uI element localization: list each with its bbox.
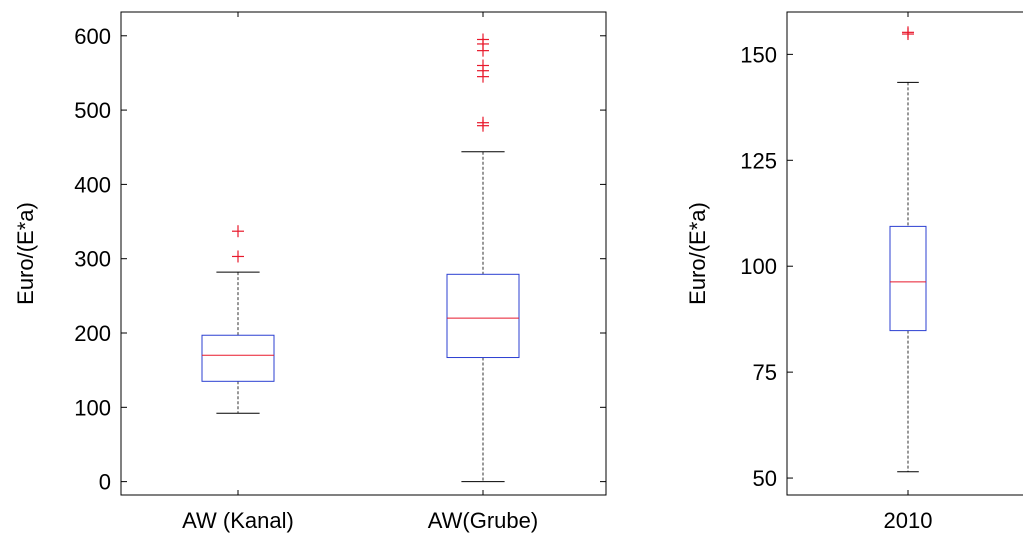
iqr-box [446, 273, 520, 359]
outlier-marker [477, 70, 489, 83]
y-tick-label: 0 [99, 470, 111, 495]
box-0 [201, 225, 275, 414]
y-tick-label: 300 [74, 247, 111, 272]
outlier-marker [902, 28, 914, 41]
boxes-left [201, 33, 520, 483]
box-1 [446, 33, 520, 483]
boxes-right [889, 26, 927, 473]
y-tick-label: 600 [74, 24, 111, 49]
boxplot-panel-right: 50 75 100 125 150 2010 Euro/(E*a) [685, 11, 1023, 533]
y-tick-label: 100 [74, 395, 111, 420]
y-tick-label: 100 [740, 254, 777, 279]
x-tick-label: 2010 [884, 508, 933, 533]
plot-area-right [786, 11, 1023, 496]
plot-area-left [120, 11, 607, 496]
iqr-box [889, 225, 927, 332]
y-tick-label: 125 [740, 148, 777, 173]
x-axis-right: 2010 [884, 12, 933, 533]
y-axis-right: 50 75 100 125 150 [740, 42, 793, 491]
iqr-box [201, 334, 275, 382]
y-axis-left: 0 100 200 300 400 500 600 [74, 24, 606, 495]
y-tick-label: 400 [74, 172, 111, 197]
outlier-marker [232, 225, 244, 238]
outlier-marker [477, 44, 489, 57]
y-tick-label: 150 [740, 42, 777, 67]
y-tick-label: 200 [74, 321, 111, 346]
y-tick-label: 50 [753, 466, 777, 491]
x-axis-left: AW (Kanal) AW(Grube) [182, 12, 538, 533]
y-axis-label-right: Euro/(E*a) [685, 202, 710, 305]
box-0 [889, 26, 927, 473]
y-tick-label: 75 [753, 360, 777, 385]
outlier-marker [232, 250, 244, 263]
x-tick-label: AW(Grube) [428, 508, 538, 533]
outlier-marker [477, 119, 489, 132]
x-tick-label: AW (Kanal) [182, 508, 294, 533]
y-tick-label: 500 [74, 98, 111, 123]
y-axis-label-left: Euro/(E*a) [13, 202, 38, 305]
